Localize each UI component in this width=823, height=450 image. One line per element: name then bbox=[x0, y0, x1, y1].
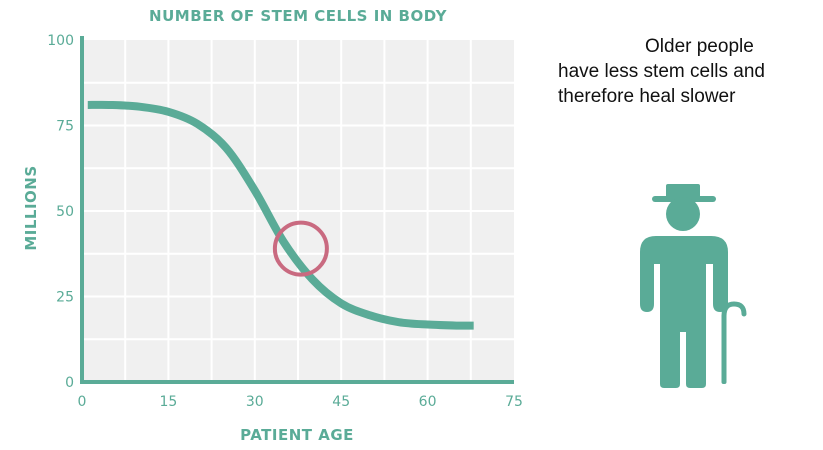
y-tick-label: 0 bbox=[65, 375, 74, 391]
note-line-3: therefore heal slower bbox=[558, 86, 736, 107]
note-line-2: have less stem cells and bbox=[558, 61, 765, 82]
highlight-circle bbox=[272, 220, 329, 277]
x-tick-label: 15 bbox=[159, 394, 177, 410]
x-tick-label: 30 bbox=[246, 394, 264, 410]
gridlines bbox=[82, 40, 514, 382]
y-tick-label: 50 bbox=[56, 204, 74, 220]
x-tick-label: 75 bbox=[505, 394, 523, 410]
y-tick-label: 25 bbox=[56, 290, 74, 306]
series-layer bbox=[87, 100, 474, 330]
x-tick-label: 0 bbox=[78, 394, 87, 410]
chart-title: NUMBER OF STEM CELLS IN BODY bbox=[149, 7, 448, 25]
x-tick-label: 60 bbox=[419, 394, 437, 410]
series-line bbox=[87, 100, 474, 330]
elderly-person-with-cane-icon bbox=[640, 184, 747, 388]
axes bbox=[80, 36, 514, 384]
note-text: Older people have less stem cells and th… bbox=[540, 34, 820, 109]
note-line-1: Older people bbox=[645, 36, 754, 57]
x-axis-label: PATIENT AGE bbox=[240, 426, 354, 444]
y-axis-label: MILLIONS bbox=[22, 165, 40, 250]
y-tick-label: 75 bbox=[56, 119, 74, 135]
annotation-layer bbox=[272, 220, 329, 277]
x-tick-label: 45 bbox=[332, 394, 350, 410]
tick-labels: 0 15 30 45 60 75 0 25 50 75 100 bbox=[47, 33, 523, 410]
y-tick-label: 100 bbox=[47, 33, 74, 49]
